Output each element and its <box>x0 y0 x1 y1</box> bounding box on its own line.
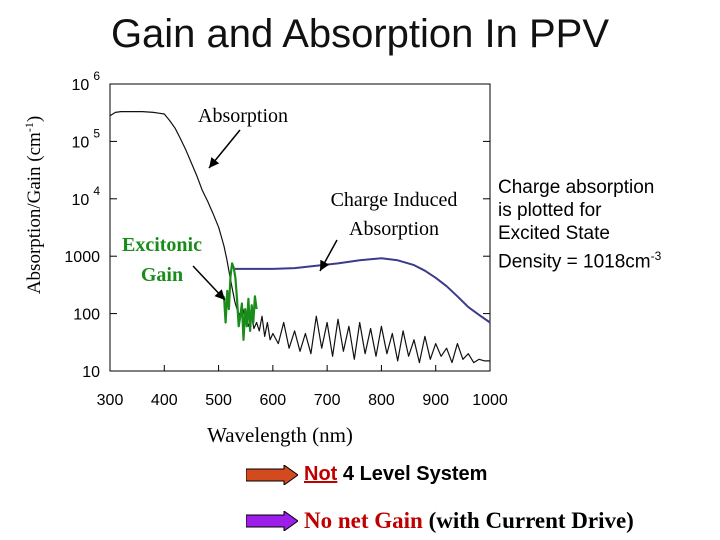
y-axis-label-sup: -1 <box>22 122 36 132</box>
legend-item-level-system: Not 4 Level System <box>246 463 487 486</box>
x-tick-label: 1000 <box>472 392 508 409</box>
series-gain-line <box>222 262 258 341</box>
purple-arrow-icon <box>246 511 298 531</box>
y-tick-label: 10 <box>82 364 100 381</box>
y-tick-label: 100 <box>73 307 100 324</box>
annotation-excitonic-line2: Gain <box>141 264 183 286</box>
legend-text-level-system: Not 4 Level System <box>304 463 487 486</box>
x-tick-label: 900 <box>422 392 449 409</box>
legend-level-system-rest: 4 Level System <box>337 463 488 485</box>
side-note-line2: is plotted for <box>498 200 602 221</box>
side-note-line4: Density = 1018cm-3 <box>498 245 661 273</box>
side-note: Charge absorption is plotted for Excited… <box>498 176 661 273</box>
orange-arrow-icon <box>246 464 298 485</box>
plot-frame <box>109 83 491 372</box>
annotation-absorption: Absorption <box>198 105 288 127</box>
y-axis-label-main: Absorption/Gain (cm <box>24 132 45 294</box>
y-axis-label: Absorption/Gain (cm-1) <box>22 116 45 294</box>
legend-no-net-gain-red: No net Gain <box>304 508 423 533</box>
excitonic-gain-arrow-head <box>214 289 225 300</box>
x-tick-label: 700 <box>314 392 341 409</box>
legend-no-net-gain-black: (with Current Drive) <box>422 508 634 533</box>
annotation-excitonic-line1: Excitonic <box>122 234 202 256</box>
legend-item-no-net-gain: No net Gain (with Current Drive) <box>246 508 634 534</box>
y-tick-exponent: 5 <box>93 126 100 140</box>
side-note-line4-sup: -3 <box>650 249 662 263</box>
y-axis-label-tail: ) <box>24 116 45 122</box>
side-note-line3: Excited State <box>498 223 610 244</box>
chart-annotations: Absorption Charge Induced Absorption Excito… <box>122 105 458 301</box>
side-note-line1: Charge absorption <box>498 177 655 198</box>
x-tick-label: 800 <box>368 392 395 409</box>
chart-axes: 106 105 104 1000 100 10 300 400 500 600 700 800 900 1… <box>22 69 508 447</box>
x-tick-label: 300 <box>97 392 124 409</box>
y-tick-label: 1000 <box>64 249 100 266</box>
y-tick-label: 104 <box>72 184 101 209</box>
x-axis-label: Wavelength (nm) <box>207 423 353 447</box>
page-title: Gain and Absorption In PPV <box>110 12 610 56</box>
y-tick-exponent: 6 <box>93 69 100 83</box>
x-tick-label: 500 <box>205 392 232 409</box>
annotation-charge-induced-line1: Charge Induced <box>331 189 458 211</box>
y-tick-label: 105 <box>72 126 101 151</box>
y-tick-exponent: 4 <box>93 184 100 198</box>
x-tick-label: 600 <box>260 392 287 409</box>
x-tick-label: 400 <box>151 392 178 409</box>
legend-text-no-net-gain: No net Gain (with Current Drive) <box>304 508 634 534</box>
series-absorption-line <box>109 110 490 364</box>
series-charge-induced-line <box>234 257 491 324</box>
annotation-charge-induced-line2: Absorption <box>349 218 439 240</box>
chart-series <box>109 110 491 364</box>
y-tick-label: 106 <box>72 69 101 94</box>
absorption-arrow-head <box>209 157 220 168</box>
side-note-line4-text: Density = 1018cm <box>498 251 651 273</box>
charge-induced-arrow-head <box>320 259 330 271</box>
legend-not-word: Not <box>304 463 338 485</box>
